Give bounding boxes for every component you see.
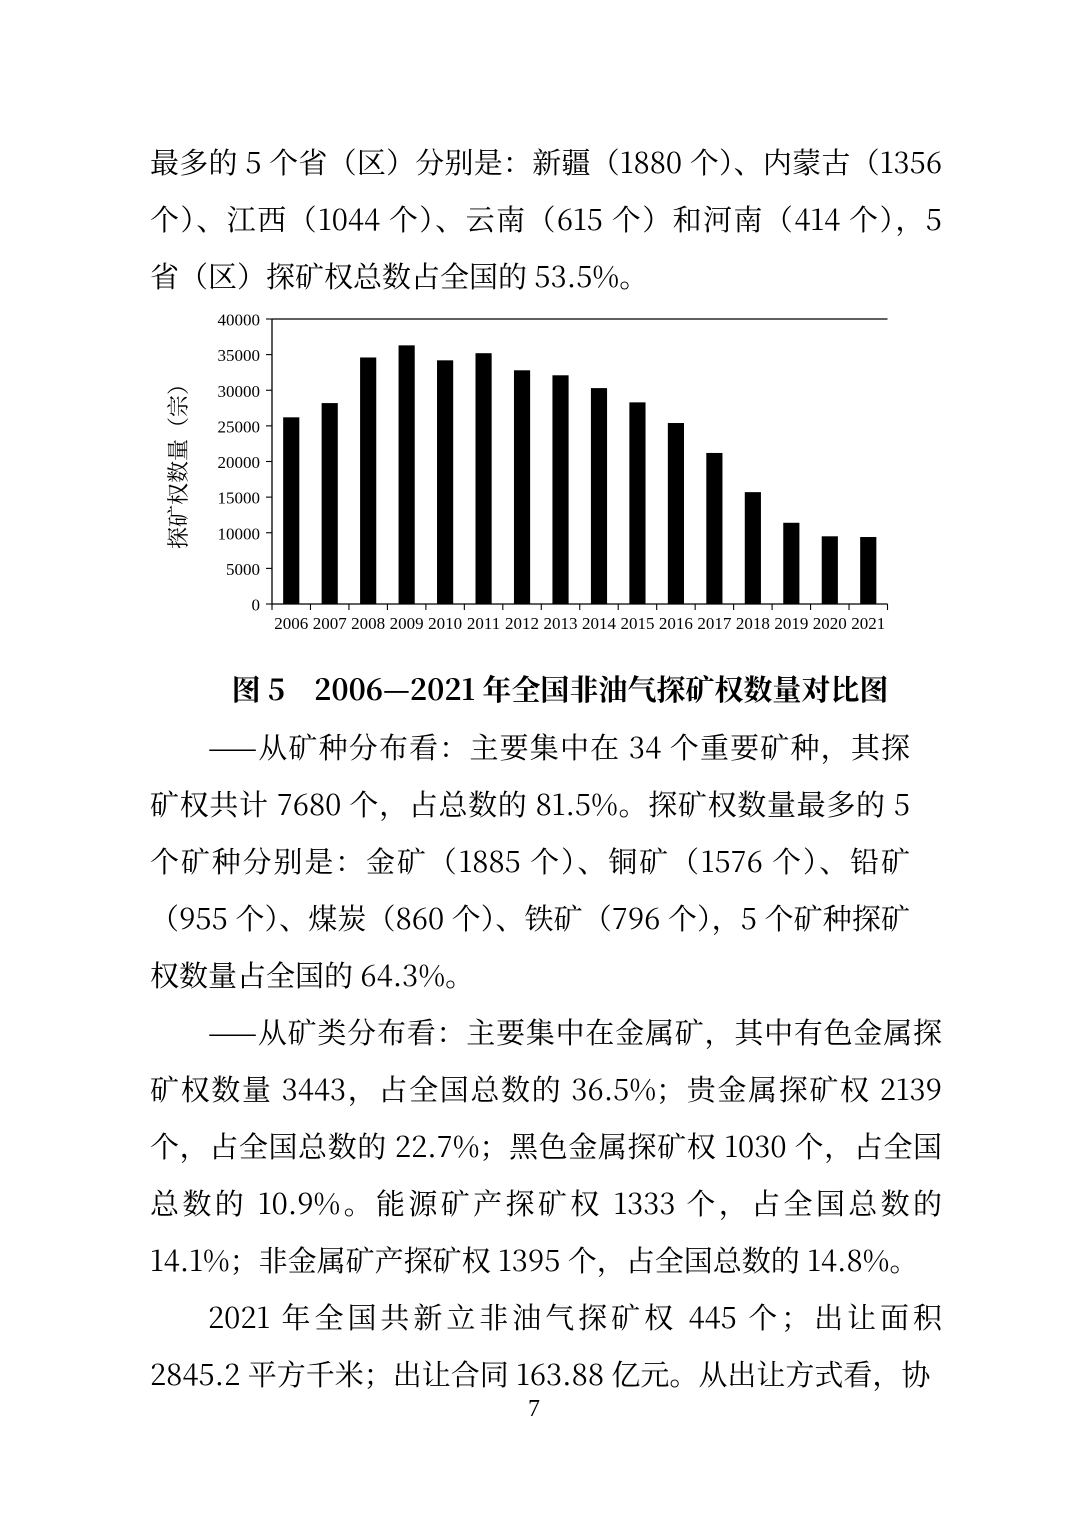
svg-text:2017: 2017 [697,614,732,633]
svg-text:25000: 25000 [218,417,261,436]
svg-text:2021: 2021 [851,614,885,633]
svg-text:2018: 2018 [736,614,770,633]
svg-text:0: 0 [252,596,261,615]
svg-text:20000: 20000 [218,453,261,472]
svg-text:2009: 2009 [390,614,424,633]
svg-text:2007: 2007 [313,614,348,633]
svg-text:15000: 15000 [218,489,261,508]
svg-text:2020: 2020 [813,614,847,633]
svg-text:2010: 2010 [428,614,462,633]
svg-text:10000: 10000 [218,524,261,543]
svg-text:35000: 35000 [218,346,261,365]
svg-text:2011: 2011 [467,614,500,633]
svg-text:40000: 40000 [218,311,261,330]
svg-text:2016: 2016 [659,614,693,633]
svg-text:2013: 2013 [544,614,578,633]
svg-text:2006: 2006 [274,614,308,633]
svg-text:2014: 2014 [582,614,617,633]
svg-text:30000: 30000 [218,382,261,401]
svg-text:2012: 2012 [505,614,539,633]
svg-text:2008: 2008 [351,614,385,633]
svg-text:5000: 5000 [226,560,260,579]
svg-text:2015: 2015 [620,614,654,633]
svg-text:2019: 2019 [774,614,808,633]
